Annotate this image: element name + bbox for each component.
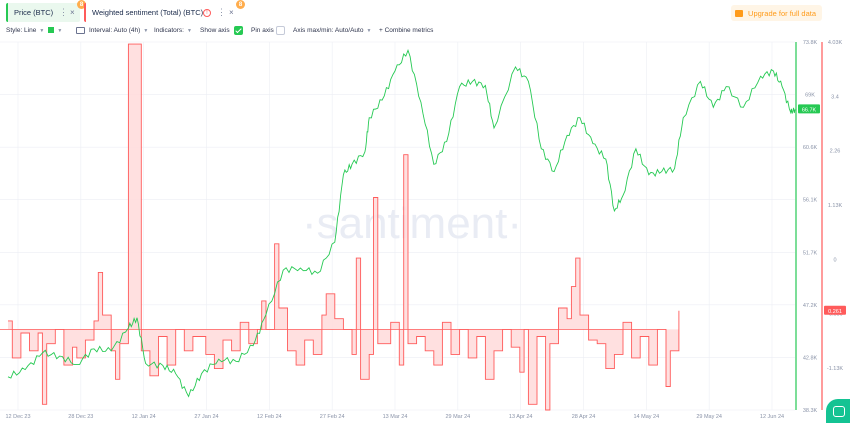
x-tick-label: 27 Jan 24 <box>194 414 218 420</box>
upgrade-button[interactable]: Upgrade for full data <box>731 5 822 21</box>
price-line <box>7 48 796 398</box>
chevron-down-icon: ▼ <box>39 28 45 34</box>
x-tick-label: 14 May 24 <box>633 414 659 420</box>
show-axis-checkbox[interactable] <box>234 26 243 35</box>
gift-icon <box>735 9 744 17</box>
style-select[interactable]: Style: Line ▼ ▼ <box>6 27 62 34</box>
watermark: ·santiment· <box>302 199 522 248</box>
price-tick-label: 38.3K <box>803 408 818 414</box>
sentiment-tick-label: -1.13K <box>827 366 844 372</box>
tab-price-btc[interactable]: Price (BTC) ⋮ × 8 <box>6 0 86 22</box>
combine-metrics-button[interactable]: + Combine metrics <box>379 27 434 34</box>
interval-label: Interval: Auto (4h) <box>89 27 141 34</box>
sentiment-tick-label: 4.03K <box>828 40 843 46</box>
x-tick-label: 29 May 24 <box>696 414 722 420</box>
chart-toolbar: Style: Line ▼ ▼ Interval: Auto (4h) ▼ Indic… <box>0 25 850 39</box>
sentiment-line <box>8 43 680 411</box>
show-axis-label: Show axis <box>200 27 230 34</box>
price-last-label: 66.7K <box>802 107 817 113</box>
price-axis: 73.8K 69K 60.6K 56.1K 51.7K 47.2K 42.8K 38.3K 66… <box>795 40 820 414</box>
price-tick-label: 60.6K <box>803 145 818 151</box>
axis-minmax-select[interactable]: Axis max/min: Auto/Auto ▼ <box>293 27 371 34</box>
x-tick-label: 28 Dec 23 <box>68 414 93 420</box>
price-tick-label: 56.1K <box>803 198 818 204</box>
x-tick-label: 12 Jan 24 <box>132 414 156 420</box>
sentiment-tick-label: 2.26 <box>830 149 841 155</box>
price-tick-label: 73.8K <box>803 40 818 46</box>
calendar-icon[interactable] <box>76 27 85 34</box>
chevron-down-icon: ▼ <box>187 28 192 34</box>
pro-badge: 8 <box>77 0 86 9</box>
warning-icon: ! <box>203 9 211 17</box>
close-icon[interactable]: × <box>70 8 75 17</box>
x-tick-label: 28 Apr 24 <box>572 414 596 420</box>
sentiment-tick-label: 1.13K <box>828 203 843 209</box>
close-icon[interactable]: × <box>229 8 234 17</box>
x-tick-label: 29 Mar 24 <box>445 414 470 420</box>
chevron-down-icon: ▼ <box>143 28 149 34</box>
x-tick-label: 13 Apr 24 <box>509 414 533 420</box>
sentiment-tick-label: 0 <box>833 257 836 263</box>
x-tick-label: 13 Mar 24 <box>383 414 408 420</box>
pin-axis-label: Pin axis <box>251 27 274 34</box>
sentiment-last-label: 0.261 <box>828 309 842 315</box>
sentiment-last-marker <box>824 305 846 315</box>
chevron-down-icon: ▼ <box>57 28 63 34</box>
chat-icon[interactable] <box>826 399 850 423</box>
more-options-icon[interactable]: ⋮ <box>59 7 68 17</box>
price-tick-label: 42.8K <box>803 355 818 361</box>
price-tick-label: 51.7K <box>803 250 818 256</box>
chevron-down-icon: ▼ <box>366 28 372 34</box>
metric-tabs: Price (BTC) ⋮ × 8 Weighted sentiment (To… <box>0 0 850 24</box>
price-tick-label: 69K <box>805 93 815 99</box>
color-swatch[interactable] <box>48 27 55 33</box>
x-tick-label: 12 Dec 23 <box>5 414 30 420</box>
pro-badge: 8 <box>236 0 245 9</box>
axis-minmax-label: Axis max/min: Auto/Auto <box>293 27 364 34</box>
pin-axis-checkbox[interactable] <box>276 26 285 35</box>
x-tick-label: 12 Feb 24 <box>257 414 282 420</box>
style-label: Style: Line <box>6 27 37 34</box>
x-tick-label: 12 Jun 24 <box>760 414 784 420</box>
tab-weighted-sentiment[interactable]: Weighted sentiment (Total) (BTC) ! ⋮ × 8 <box>84 0 245 22</box>
x-axis: 12 Dec 23 28 Dec 23 12 Jan 24 27 Jan 24 12 F… <box>5 414 784 420</box>
sentiment-tick-label: 3.4 <box>831 94 839 100</box>
tab-label: Weighted sentiment (Total) (BTC) <box>92 8 204 17</box>
indicators-label: Indicators: <box>154 27 184 34</box>
more-options-icon[interactable]: ⋮ <box>217 7 226 17</box>
indicators-select[interactable]: Indicators: ▼ <box>154 27 192 34</box>
upgrade-label: Upgrade for full data <box>748 8 816 18</box>
tab-label: Price (BTC) <box>14 8 54 17</box>
x-tick-label: 27 Feb 24 <box>320 414 345 420</box>
price-tick-label: 47.2K <box>803 303 818 309</box>
price-last-marker <box>798 104 820 114</box>
interval-select[interactable]: Interval: Auto (4h) ▼ <box>89 27 148 34</box>
price-series <box>7 48 796 398</box>
sentiment-series <box>0 43 680 411</box>
